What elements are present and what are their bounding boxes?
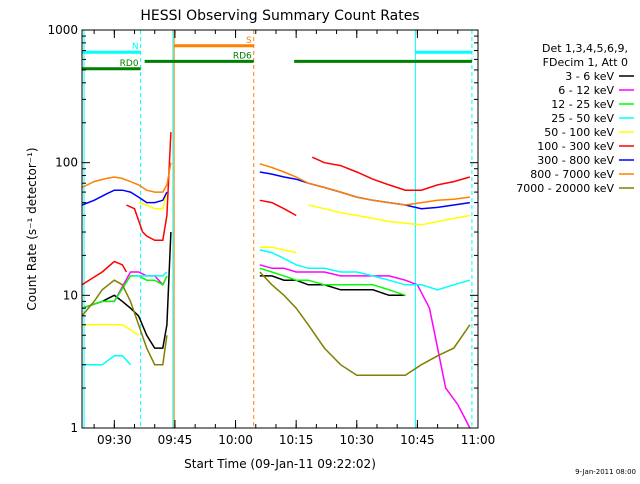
series-line-3-2 — [259, 249, 471, 291]
chart-title: HESSI Observing Summary Count Rates — [140, 8, 419, 24]
legend-label-8: 7000 - 20000 keV — [516, 182, 614, 195]
series-line-4-1 — [138, 191, 168, 210]
series-line-3-0 — [82, 355, 132, 366]
series-line-4-2 — [259, 246, 297, 254]
status-bar-label-rd0: RD0 — [120, 59, 139, 69]
legend-label-7: 800 - 7000 keV — [530, 168, 614, 181]
x-tick-label-1: 09:45 — [158, 433, 193, 447]
x-tick-label-6: 11:00 — [461, 433, 496, 447]
series-line-8-0 — [81, 279, 168, 366]
legend-label-2: 12 - 25 keV — [551, 98, 614, 111]
series-line-6-0 — [81, 189, 168, 206]
axes: 09:30 09:45 10:00 10:15 10:30 10:45 11:00 1 10 10… — [47, 23, 495, 447]
legend-header-0: Det 1,3,4,5,6,9, — [542, 42, 628, 55]
legend-label-6: 300 - 800 keV — [537, 154, 614, 167]
y-tick-label-2: 100 — [55, 156, 78, 170]
vertical-markers — [83, 30, 473, 428]
x-axis-label: Start Time (09-Jan-11 09:22:02) — [184, 457, 376, 471]
series-line-5-1 — [126, 132, 172, 242]
legend-label-3: 25 - 50 keV — [551, 112, 614, 125]
y-tick-label-1: 10 — [63, 288, 78, 302]
y-axis-label: Count Rate (s⁻¹ detector⁻¹) — [25, 147, 39, 310]
series-line-5-3 — [311, 156, 471, 191]
footer-date: 9-Jan-2011 08:00 — [575, 468, 636, 476]
x-tick-label-2: 10:00 — [218, 433, 253, 447]
legend: Det 1,3,4,5,6,9,FDecim 1, Att 03 - 6 keV… — [516, 42, 634, 195]
status-bar-label-s: S — [246, 36, 252, 46]
x-tick-label-4: 10:30 — [339, 433, 374, 447]
series-line-0-0 — [81, 231, 172, 349]
status-bars: N S RD0 RD6 — [82, 36, 472, 71]
legend-label-1: 6 - 12 keV — [558, 84, 614, 97]
series-line-8-1 — [259, 271, 471, 376]
y-tick-label-3: 1000 — [47, 23, 78, 37]
series-line-3-1 — [134, 271, 168, 277]
legend-label-5: 100 - 300 keV — [537, 140, 614, 153]
status-bar-label-n: N — [132, 42, 139, 52]
series-lines — [81, 132, 471, 429]
plot-frame — [81, 29, 479, 429]
x-tick-label-3: 10:15 — [279, 433, 314, 447]
legend-label-0: 3 - 6 keV — [565, 70, 614, 83]
series-line-5-2 — [259, 199, 297, 217]
legend-header-1: FDecim 1, Att 0 — [543, 56, 628, 69]
series-line-7-1 — [259, 163, 470, 206]
series-line-2-1 — [259, 267, 406, 297]
series-line-5-0 — [81, 260, 128, 286]
status-bar-label-rd6: RD6 — [233, 51, 252, 61]
y-tick-label-0: 1 — [70, 421, 78, 435]
x-tick-label-0: 09:30 — [97, 433, 132, 447]
x-tick-label-5: 10:45 — [400, 433, 435, 447]
series-line-4-0 — [82, 324, 140, 336]
legend-label-4: 50 - 100 keV — [544, 126, 614, 139]
series-line-7-0 — [81, 162, 172, 193]
series-line-4-3 — [308, 204, 471, 226]
series-line-1-1 — [259, 264, 471, 429]
